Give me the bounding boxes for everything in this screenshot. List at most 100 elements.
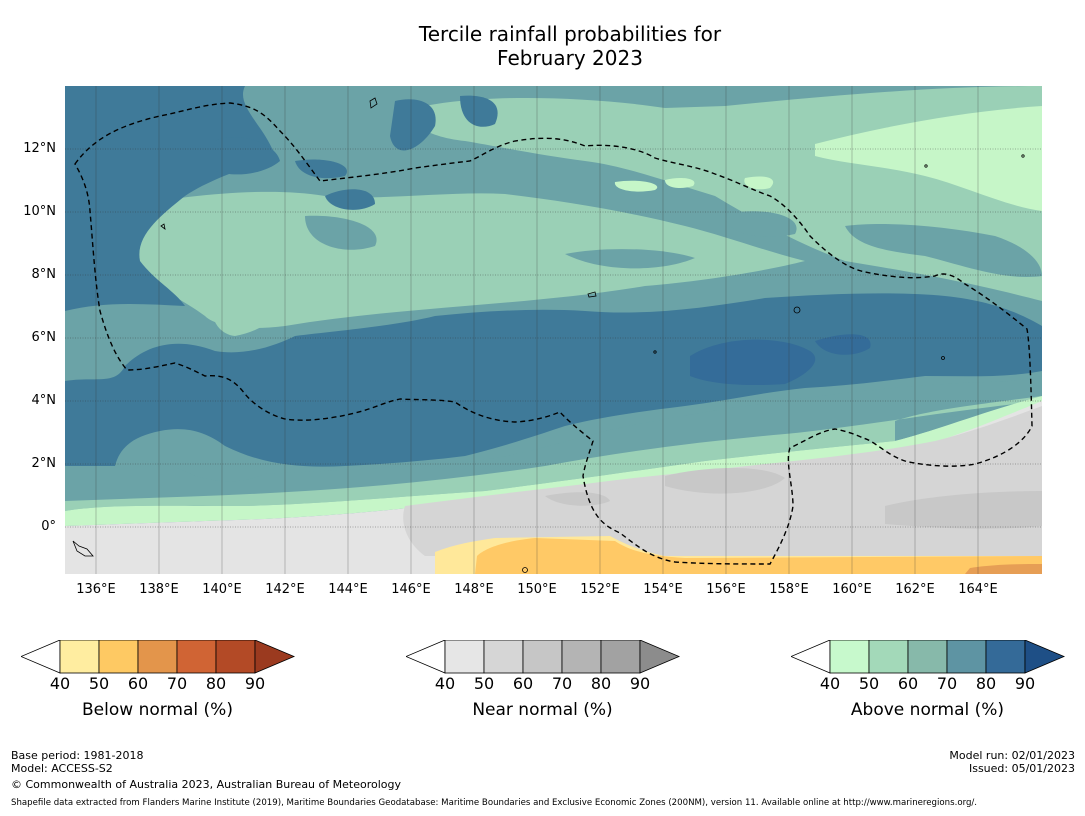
lon-label-148e: 148°E — [454, 582, 494, 597]
colorbar-above-label: Above normal (%) — [850, 700, 1005, 720]
colorbar-above-tick: 40 — [819, 674, 841, 693]
colorbar-below-tick: 90 — [244, 674, 266, 693]
region-below-50 — [475, 538, 1042, 574]
colorbar-near-swatches — [406, 640, 681, 674]
longitude-gridlines — [95, 86, 979, 574]
lat-label-4n: 4°N — [31, 393, 57, 408]
colorbar-above-swatch — [946, 640, 987, 674]
colorbar-below-label: Below normal (%) — [82, 700, 233, 720]
latitude-gridlines — [65, 148, 1042, 528]
colorbar-above-max-extension — [1024, 640, 1066, 674]
colorbar-below-tick: 40 — [49, 674, 71, 693]
colorbar-near-swatch — [561, 640, 602, 674]
region-above-40-patches — [614, 176, 774, 192]
colorbar-below-tick: 60 — [127, 674, 149, 693]
colorbar-above-tick: 90 — [1014, 674, 1036, 693]
lon-label-142e: 142°E — [265, 582, 305, 597]
colorbar-near-tick: 90 — [629, 674, 651, 693]
colorbar-above-tick: 70 — [936, 674, 958, 693]
colorbar-below-tick: 80 — [205, 674, 227, 693]
lon-label-152e: 152°E — [580, 582, 620, 597]
colorbar-below-tick: 50 — [88, 674, 110, 693]
probability-map — [65, 86, 1042, 574]
colorbar-below-max-extension — [254, 640, 296, 674]
region-near-60-3 — [545, 492, 610, 506]
map-title: Tercile rainfall probabilities for Febru… — [0, 22, 1085, 70]
lat-label-8n: 8°N — [31, 267, 57, 282]
colorbar-above-tick: 60 — [897, 674, 919, 693]
colorbar-near-tick: 80 — [590, 674, 612, 693]
lon-label-146e: 146°E — [391, 582, 431, 597]
lon-label-140e: 140°E — [202, 582, 242, 597]
colorbar-near-swatch — [483, 640, 524, 674]
lon-label-162e: 162°E — [895, 582, 935, 597]
colorbar-near-max-extension — [639, 640, 681, 674]
region-above-80-east — [690, 339, 816, 386]
lat-label-2n: 2°N — [31, 456, 57, 471]
lon-label-144e: 144°E — [328, 582, 368, 597]
colorbar-near-swatch — [600, 640, 641, 674]
colorbar-above-tick: 50 — [858, 674, 880, 693]
colorbar-near-label: Near normal (%) — [472, 700, 613, 720]
colorbar-near-swatch — [522, 640, 563, 674]
region-above-50-mid — [123, 191, 806, 328]
colorbar-above-min-extension — [791, 640, 831, 674]
lon-label-156e: 156°E — [706, 582, 746, 597]
colorbar-near-tick: 40 — [434, 674, 456, 693]
region-below-60 — [965, 564, 1042, 574]
title-line-1: Tercile rainfall probabilities for — [418, 22, 722, 46]
colorbar-below-normal — [21, 640, 296, 674]
copyright: © Commonwealth of Australia 2023, Austra… — [11, 778, 401, 791]
region-above-60-south — [65, 376, 1042, 501]
region-above-50-south — [65, 384, 1042, 511]
colorbar-below-swatch — [59, 640, 100, 674]
lon-label-160e: 160°E — [832, 582, 872, 597]
colorbar-near-tick: 70 — [551, 674, 573, 693]
colorbar-above-swatches — [791, 640, 1066, 674]
region-near-60-2 — [885, 491, 1042, 529]
colorbar-below-swatch — [137, 640, 178, 674]
region-near-60 — [665, 468, 785, 494]
lon-label-138e: 138°E — [139, 582, 179, 597]
colorbar-above-tick: 80 — [975, 674, 997, 693]
colorbar-above-normal — [791, 640, 1066, 674]
colorbar-near-min-extension — [406, 640, 446, 674]
lat-label-12n: 12°N — [23, 141, 56, 156]
lon-label-136e: 136°E — [76, 582, 116, 597]
model-run: Model run: 02/01/2023 — [949, 749, 1075, 762]
colorbar-near-tick: 60 — [512, 674, 534, 693]
colorbar-above-swatch — [907, 640, 948, 674]
region-above-70-west-2 — [215, 137, 280, 175]
lon-label-150e: 150°E — [517, 582, 557, 597]
lon-label-154e: 154°E — [643, 582, 683, 597]
colorbar-below-min-extension — [21, 640, 61, 674]
map-canvas — [65, 86, 1042, 574]
region-above-70-patch-2 — [325, 189, 375, 210]
region-above-70-patch-4 — [460, 95, 498, 127]
colorbar-above-swatch — [829, 640, 870, 674]
region-above-60-patch — [725, 211, 797, 237]
eez-boundaries — [74, 102, 1033, 565]
colorbar-below-swatch — [98, 640, 139, 674]
colorbar-near-swatch — [444, 640, 485, 674]
model-name: Model: ACCESS-S2 — [11, 762, 113, 775]
region-above-60-mid-patch — [305, 215, 377, 250]
region-above-80-east-2 — [815, 334, 871, 355]
colorbar-below-swatch — [176, 640, 217, 674]
colorbar-above-swatch — [868, 640, 909, 674]
lon-label-164e: 164°E — [958, 582, 998, 597]
issued-date: Issued: 05/01/2023 — [968, 762, 1075, 775]
region-above-50-left — [211, 272, 290, 336]
region-above-70-central — [65, 293, 1042, 467]
region-above-60-patch-2 — [845, 224, 1042, 277]
lat-label-6n: 6°N — [31, 330, 57, 345]
colorbar-below-tick: 70 — [166, 674, 188, 693]
region-above-70-patch-3 — [390, 99, 436, 151]
colorbar-above-swatch — [985, 640, 1026, 674]
region-above-40-ne — [815, 106, 1042, 211]
island-outlines — [72, 97, 1025, 573]
title-line-2: February 2023 — [497, 46, 643, 70]
lat-label-0: 0° — [41, 519, 56, 534]
colorbar-near-tick: 50 — [473, 674, 495, 693]
base-period: Base period: 1981-2018 — [11, 749, 144, 762]
